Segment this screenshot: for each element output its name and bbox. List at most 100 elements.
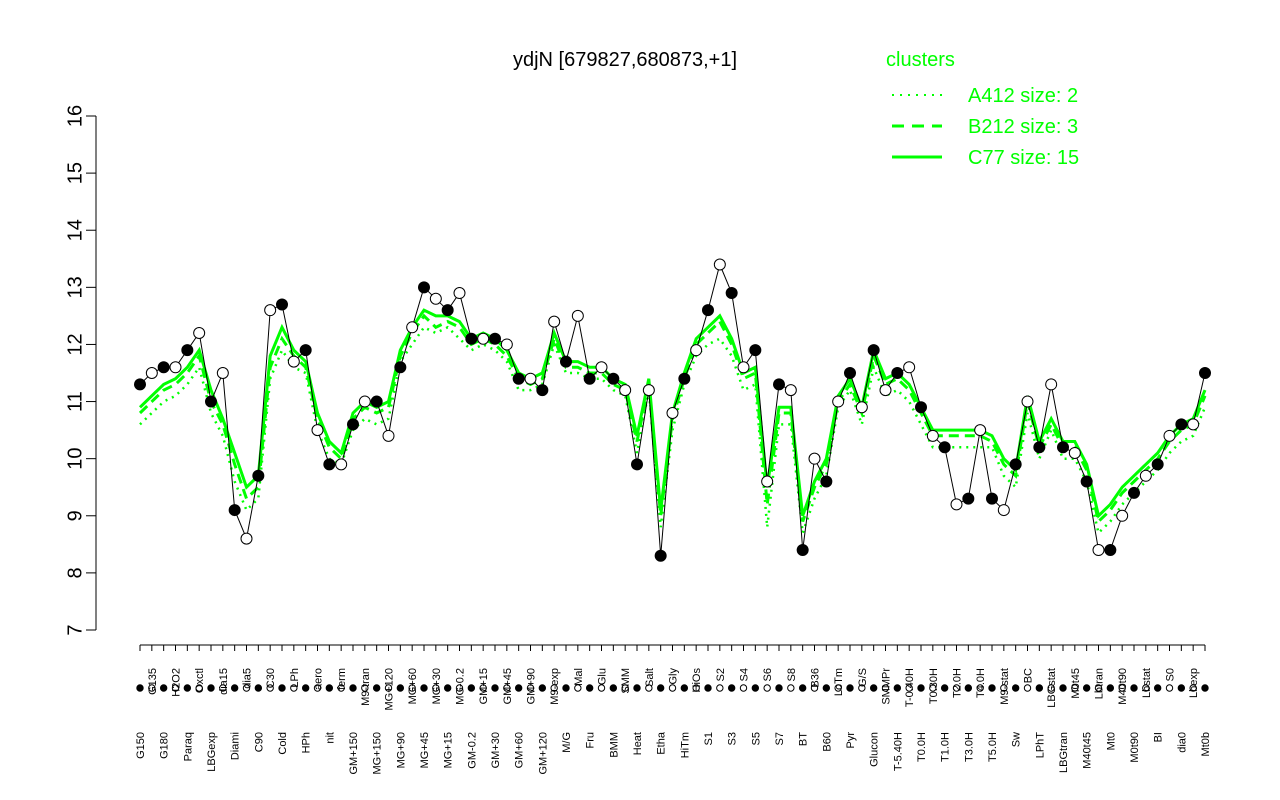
x-rug-mark bbox=[1153, 684, 1162, 692]
x-tick-label: T-0.40H bbox=[904, 668, 916, 707]
x-tick-label: aero bbox=[313, 668, 325, 690]
x-rug-mark bbox=[325, 684, 334, 692]
x-rug-mark bbox=[1106, 684, 1115, 692]
x-tick-label: BT bbox=[798, 732, 810, 746]
y-tick-label: 7 bbox=[64, 624, 86, 635]
x-rug-mark bbox=[621, 684, 629, 692]
y-tick-label: 11 bbox=[64, 391, 86, 412]
x-rug-mark bbox=[195, 684, 203, 692]
y-tick-label: 15 bbox=[64, 162, 86, 184]
x-tick-label: C30 bbox=[265, 668, 277, 688]
x-tick-label: M0t90 bbox=[1129, 732, 1141, 763]
x-rug-mark bbox=[372, 684, 381, 692]
x-rug-mark bbox=[798, 684, 807, 692]
x-rug-mark bbox=[597, 684, 606, 692]
x-rug-mark bbox=[183, 684, 192, 692]
x-rug-mark bbox=[503, 684, 511, 692]
x-rug-mark bbox=[1047, 684, 1055, 692]
x-tick-label: B60 bbox=[821, 732, 833, 752]
data-point bbox=[134, 378, 146, 391]
data-point bbox=[548, 315, 561, 328]
x-tick-label: S7 bbox=[774, 732, 786, 745]
data-point bbox=[524, 372, 537, 385]
data-point bbox=[311, 424, 324, 437]
x-tick-label: SMM bbox=[620, 668, 632, 694]
data-point bbox=[997, 504, 1010, 517]
x-rug-mark bbox=[751, 684, 760, 692]
data-point bbox=[1139, 469, 1152, 482]
x-tick-label: Glucon bbox=[869, 732, 881, 767]
x-tick-label: Lbstat bbox=[1141, 668, 1153, 698]
x-rug-mark bbox=[929, 684, 937, 692]
x-rug-mark bbox=[491, 684, 499, 692]
x-rug-mark bbox=[455, 684, 464, 692]
x-tick-label: Lbtran bbox=[1094, 668, 1106, 699]
data-point bbox=[276, 298, 288, 311]
y-tick-label: 8 bbox=[64, 567, 86, 578]
x-rug-mark bbox=[301, 684, 310, 692]
data-point bbox=[903, 361, 916, 374]
x-tick-label: H2O2 bbox=[171, 668, 183, 697]
x-tick-label: Etha bbox=[656, 731, 668, 755]
data-point bbox=[287, 355, 300, 368]
x-rug-mark bbox=[1142, 684, 1150, 692]
data-point bbox=[986, 492, 998, 505]
data-point bbox=[1057, 441, 1069, 454]
x-rug-mark bbox=[574, 684, 582, 692]
x-tick-label: S8 bbox=[786, 668, 798, 681]
x-rug-mark bbox=[432, 684, 440, 692]
x-tick-label: Mt0 bbox=[1105, 732, 1117, 750]
x-tick-label: MG-0.2 bbox=[455, 668, 467, 705]
x-rug-mark bbox=[846, 684, 854, 692]
data-point bbox=[489, 332, 501, 345]
data-point bbox=[1151, 458, 1164, 471]
data-point bbox=[406, 321, 419, 334]
data-point bbox=[477, 332, 490, 345]
data-point bbox=[560, 355, 572, 368]
x-rug-mark bbox=[822, 684, 831, 692]
x-tick-label: MG+30 bbox=[431, 668, 443, 704]
x-tick-label: HiTm bbox=[679, 732, 691, 758]
x-rug-mark bbox=[585, 684, 594, 692]
x-tick-label: BC bbox=[1023, 668, 1035, 683]
data-point bbox=[619, 384, 632, 397]
data-point bbox=[157, 361, 170, 374]
data-point bbox=[181, 344, 194, 357]
data-point bbox=[205, 395, 217, 408]
x-tick-label: M0t45 bbox=[1070, 668, 1082, 699]
y-tick-label: 9 bbox=[64, 510, 86, 521]
x-tick-label: Diami bbox=[230, 732, 242, 760]
x-rug-mark bbox=[668, 684, 677, 692]
data-point bbox=[879, 384, 892, 397]
x-tick-label: MG+150 bbox=[372, 732, 384, 775]
x-tick-label: Paraq bbox=[182, 732, 194, 761]
x-tick-label: Lbexp bbox=[1188, 668, 1200, 698]
x-tick-label: M9-tran bbox=[360, 668, 372, 706]
x-tick-label: C90 bbox=[253, 732, 265, 752]
x-tick-label: GM+30 bbox=[490, 732, 502, 768]
x-tick-label: Fru bbox=[585, 732, 597, 749]
data-point bbox=[926, 429, 939, 442]
data-point bbox=[441, 304, 454, 317]
data-point bbox=[962, 492, 975, 505]
data-point bbox=[394, 361, 407, 374]
data-point bbox=[323, 458, 336, 471]
x-rug-mark bbox=[988, 684, 996, 692]
x-rug-mark bbox=[609, 684, 618, 692]
x-tick-label: S6 bbox=[762, 668, 774, 681]
data-point bbox=[773, 378, 785, 391]
x-rug-mark bbox=[1165, 684, 1174, 692]
x-rug-mark bbox=[834, 684, 842, 692]
x-tick-label: T4.0H bbox=[975, 668, 987, 698]
legend: clusters A412 size: 2 B212 size: 3 C77 s… bbox=[886, 49, 1079, 169]
data-point bbox=[607, 372, 620, 385]
data-point bbox=[1068, 446, 1081, 459]
x-tick-label: T2.0H bbox=[952, 668, 964, 698]
x-rug-mark bbox=[1201, 684, 1209, 692]
x-rug-mark bbox=[420, 684, 428, 692]
data-point bbox=[702, 304, 714, 317]
data-point bbox=[832, 395, 845, 408]
x-tick-label: M40t90 bbox=[1117, 668, 1129, 705]
x-tick-label: Sw bbox=[1011, 732, 1023, 747]
